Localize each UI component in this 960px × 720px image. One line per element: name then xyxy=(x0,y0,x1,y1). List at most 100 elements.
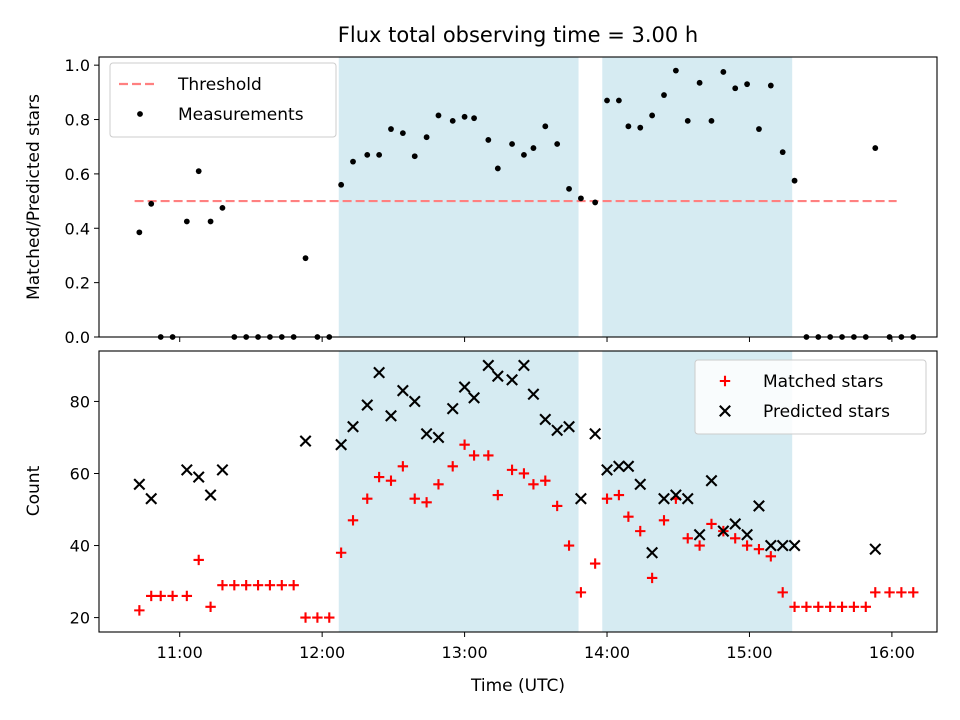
data-point xyxy=(601,463,613,476)
data-point xyxy=(458,381,471,393)
data-point xyxy=(613,489,625,501)
y-tick-label: 80 xyxy=(70,392,90,411)
data-point xyxy=(646,572,658,584)
data-point xyxy=(193,554,204,566)
data-point xyxy=(408,395,421,408)
y-tick-label: 1.0 xyxy=(65,56,90,75)
data-point xyxy=(276,579,287,591)
data-point xyxy=(836,601,848,612)
legend-label: Measurements xyxy=(178,105,304,125)
data-point xyxy=(744,81,750,88)
data-point xyxy=(385,475,397,486)
data-point xyxy=(492,489,504,501)
data-point xyxy=(612,460,625,473)
data-point xyxy=(252,579,264,591)
legend-label: Threshold xyxy=(177,75,262,95)
chart-title: Flux total observing time = 3.00 h xyxy=(338,23,698,47)
data-point xyxy=(180,463,193,476)
data-point xyxy=(563,540,575,551)
data-point xyxy=(376,151,383,158)
data-point xyxy=(730,533,741,544)
data-point xyxy=(615,97,622,104)
data-point xyxy=(551,424,564,437)
y-tick-label: 0.0 xyxy=(65,328,90,347)
data-point xyxy=(482,359,495,372)
axes-frame xyxy=(98,350,938,633)
data-point xyxy=(622,460,635,473)
data-point xyxy=(539,413,552,426)
data-point xyxy=(696,79,703,86)
data-point xyxy=(364,151,371,158)
data-point xyxy=(288,579,299,591)
data-point xyxy=(347,515,359,526)
data-point xyxy=(205,601,216,612)
data-point xyxy=(421,497,432,508)
data-point xyxy=(324,612,335,623)
data-point xyxy=(530,145,537,151)
data-point xyxy=(634,478,647,491)
data-point xyxy=(447,461,458,472)
y-axis-label-bottom: Count xyxy=(24,465,44,516)
data-point xyxy=(527,388,540,401)
data-point xyxy=(720,69,727,75)
data-point xyxy=(521,151,527,158)
data-point xyxy=(637,124,644,131)
x-tick-label: 11:00 xyxy=(157,643,203,662)
legend-box xyxy=(109,62,337,138)
data-point xyxy=(575,587,587,598)
data-point xyxy=(335,438,348,451)
data-point xyxy=(219,204,226,211)
data-point xyxy=(635,525,646,537)
data-point xyxy=(732,85,739,92)
data-point xyxy=(361,399,374,411)
y-tick-label: 0.2 xyxy=(65,274,90,293)
data-point xyxy=(578,195,584,202)
data-point xyxy=(385,409,397,422)
data-point xyxy=(693,528,706,541)
legend-marker xyxy=(719,375,731,387)
data-point xyxy=(753,499,765,512)
data-point xyxy=(765,551,777,562)
y-tick-label: 40 xyxy=(70,537,90,556)
data-point xyxy=(708,117,715,124)
data-point xyxy=(299,435,312,448)
data-point xyxy=(869,543,882,556)
data-point xyxy=(669,489,682,502)
data-point xyxy=(411,153,418,160)
data-point xyxy=(216,463,229,476)
legend: Matched stars Predicted stars xyxy=(694,359,927,435)
shaded-interval xyxy=(602,57,793,337)
y-tick-label: 60 xyxy=(70,464,90,483)
data-point xyxy=(167,590,178,602)
data-point xyxy=(540,475,551,486)
data-point xyxy=(373,471,385,483)
data-point xyxy=(682,533,693,544)
x-axis-label: Time (UTC) xyxy=(470,676,565,696)
data-point xyxy=(423,134,430,141)
data-point xyxy=(183,218,190,225)
data-point xyxy=(134,605,145,616)
y-axis-label-top: Matched/Predicted stars xyxy=(24,94,44,300)
data-point xyxy=(373,366,386,379)
legend-marker xyxy=(719,405,731,417)
data-point xyxy=(681,492,694,505)
data-point xyxy=(362,493,373,504)
data-point xyxy=(684,117,691,124)
data-point xyxy=(694,540,705,551)
data-point xyxy=(312,612,323,623)
data-point xyxy=(217,579,228,591)
data-point xyxy=(396,384,409,397)
data-point xyxy=(779,149,786,156)
data-point xyxy=(195,168,202,175)
data-point xyxy=(146,590,157,602)
legend-marker xyxy=(137,111,143,117)
data-point xyxy=(433,479,444,490)
data-point xyxy=(788,539,801,552)
data-point xyxy=(494,165,501,172)
data-point xyxy=(133,478,146,491)
data-point xyxy=(661,92,667,98)
data-point xyxy=(706,518,717,530)
data-point xyxy=(767,82,774,89)
data-point xyxy=(824,601,836,612)
data-point xyxy=(896,587,907,598)
